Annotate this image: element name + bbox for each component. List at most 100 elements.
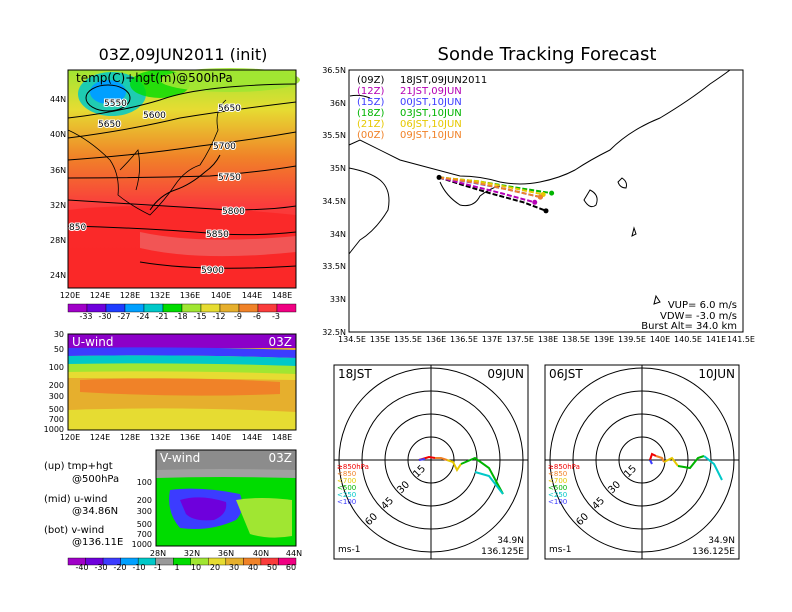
colorbar-label: -40 [75,563,88,572]
landing-point [532,199,538,205]
pressure-label: 200 [137,496,152,505]
lon-label: 132E [150,291,170,300]
colorbar-swatch [257,303,278,313]
hodo-trace [649,452,657,461]
pressure-label: 300 [49,392,64,401]
hodo-legend-item: <100 [337,498,356,506]
contour-label: 5750 [218,173,241,183]
lat-label: 44N [50,95,66,104]
colorbar-label: -27 [117,312,130,321]
colorbar-label: -9 [234,312,242,321]
lat-label: 32N [50,201,66,210]
hodo-legend-item: <500 [548,484,567,492]
lon-label: 148E [272,291,292,300]
legend-up-level: @500hPa [72,474,119,485]
lon-label: 134.5E [338,335,366,344]
lon-label: 124E [90,433,110,442]
legend-launch-time: 06JST,10JUN [400,119,462,130]
hodo-legend-item: <850 [548,470,567,478]
lon-label: 135.5E [394,335,422,344]
colorbar-label: -3 [272,312,280,321]
colorbar-label: -33 [79,312,92,321]
hodo-trace [446,459,462,472]
legend-launch: (12Z) [357,86,384,97]
pressure-label: 500 [137,520,152,529]
hodo-trace [649,459,653,465]
contour-label: 5600 [143,111,166,121]
track-legend: (09Z) 18JST,09JUN2011 (12Z) 21JST,09JUN (15Z… [357,75,487,141]
main-panel-title: 03Z,09JUN2011 (init) [99,45,268,64]
lon-label: 136E [180,291,200,300]
track-line [438,176,544,196]
lon-label: 136E [180,433,200,442]
panel-legend: (up) tmp+hgt @500hPa (mid) u-wind @34.86… [44,461,123,548]
legend-bot: (bot) v-wind [44,525,104,536]
contour-label: 5700 [213,142,236,152]
pressure-label: 50 [54,345,64,354]
vwind-colorbar-labels: -40 -30 -20 -10 -1 1 10 20 30 40 50 60 [75,563,296,572]
track-panel-title: Sonde Tracking Forecast [438,44,657,65]
pressure-label: 100 [49,363,64,372]
colorbar-label: 30 [229,563,239,572]
hodo-date: 09JUN [487,367,524,381]
landing-point [549,190,555,196]
legend-launch-time: 03JST,10JUN [400,108,462,119]
lat-label: 36N [330,99,346,108]
lon-label: 140E [650,335,670,344]
vwind-time: 03Z [269,451,293,465]
colorbar-swatch [219,303,240,313]
colorbar-swatch [124,303,145,313]
hodo-lat: 34.9N [497,536,524,546]
colorbar-label: -30 [94,563,107,572]
contour-label: 5900 [201,266,224,276]
lat-label: 44N [286,549,302,558]
contour-label: 5650 [98,120,121,130]
lon-label: 132E [150,433,170,442]
lon-label: 128E [120,433,140,442]
pressure-label: 700 [137,530,152,539]
hodo-legend-item: <250 [337,491,356,499]
legend-launch-time: 21JST,09JUN [400,86,462,97]
main-lat-labels: 44N 40N 36N 32N 28N 24N [50,95,66,280]
hodo-lat: 34.9N [708,536,735,546]
lon-label: 140E [211,291,231,300]
vwind-colorbar [67,557,297,566]
uwind-y-labels: 30 50 100 200 300 500 700 1000 [44,330,64,434]
lat-label: 33N [330,295,346,304]
pressure-label: 500 [49,405,64,414]
landing-point [537,194,543,200]
pressure-label: 200 [49,381,64,390]
lat-label: 40N [50,130,66,139]
hodo-legend-item: ≥850hPa [337,463,369,471]
lon-label: 136.5E [450,335,478,344]
lon-label: 140.5E [674,335,702,344]
pressure-label: 300 [137,507,152,516]
main-colorbar-labels: -33 -30 -27 -24 -21 -18 -15 -12 -9 -6 -3 [79,312,280,321]
colorbar-label: -10 [132,563,145,572]
legend-up: (up) tmp+hgt [44,461,113,472]
lat-label: 33.5N [322,262,346,271]
pressure-label: 30 [54,330,64,339]
lat-label: 35.5N [322,131,346,140]
lat-label: 40N [253,549,269,558]
colorbar-swatch [105,303,126,313]
colorbar-label: -30 [98,312,111,321]
track-lat-labels: 36.5N 36N 35.5N 35N 34.5N 34N 33.5N 33N … [322,66,346,337]
pressure-label: 1000 [44,425,64,434]
uwind-x-labels: 120E 124E 128E 132E 136E 140E 144E 148E [60,433,292,442]
lon-label: 138.5E [562,335,590,344]
lat-label: 36N [218,549,234,558]
lat-label: 32.5N [322,328,346,337]
pressure-label: 100 [137,478,152,487]
colorbar-label: -15 [193,312,206,321]
lon-label: 139.5E [618,335,646,344]
lat-label: 35N [330,164,346,173]
uwind-time: 03Z [269,335,293,349]
lat-label: 24N [50,271,66,280]
hodo-unit: ms-1 [338,545,360,555]
hodo-legend-item: <100 [548,498,567,506]
colorbar-swatch [67,303,88,313]
